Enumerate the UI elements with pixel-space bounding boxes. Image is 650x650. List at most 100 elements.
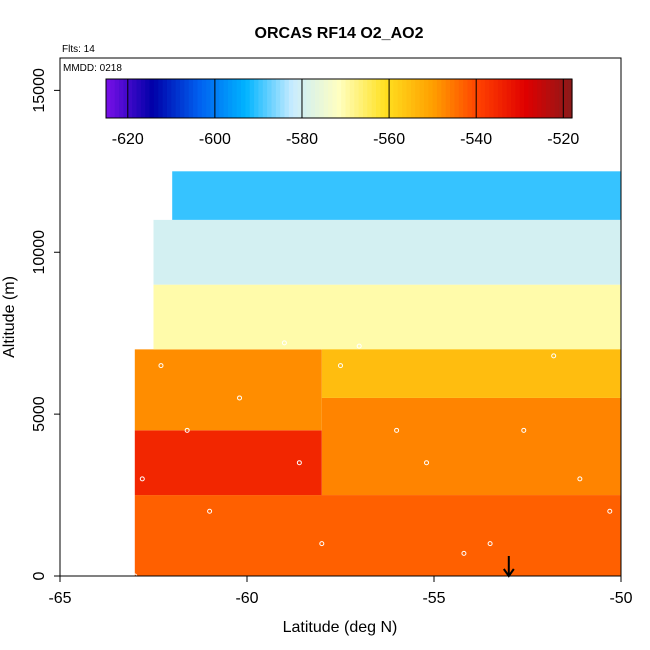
colorbar-cell <box>537 79 543 118</box>
colorbar-cell <box>245 79 251 118</box>
colorbar-cell <box>380 79 386 118</box>
y-tick-label: 0 <box>31 571 48 580</box>
colorbar-cell <box>271 79 277 118</box>
colorbar-cell <box>506 79 512 118</box>
colorbar-cell <box>328 79 334 118</box>
colorbar-cell <box>149 79 155 118</box>
colorbar-cell <box>450 79 456 118</box>
colorbar-cell <box>132 79 138 118</box>
colorbar-cell <box>184 79 190 118</box>
colorbar-cell <box>345 79 351 118</box>
colorbar-cell <box>354 79 360 118</box>
field-region-4 <box>321 342 621 398</box>
colorbar-cell <box>397 79 403 118</box>
colorbar-cell <box>441 79 447 118</box>
field-region-5 <box>153 284 621 350</box>
colorbar-cell <box>497 79 503 118</box>
x-tick-label: -50 <box>609 590 632 607</box>
colorbar-cell <box>262 79 268 118</box>
colorbar-tick-label: -520 <box>547 131 579 148</box>
colorbar-cell <box>502 79 508 118</box>
track-point <box>296 460 302 466</box>
y-tick-label: 10000 <box>31 230 48 275</box>
colorbar-cell <box>166 79 172 118</box>
track-point <box>521 427 527 433</box>
colorbar-cell <box>223 79 229 118</box>
arrow-head <box>502 568 515 578</box>
colorbar-cell <box>463 79 469 118</box>
colorbar-tick-label: -560 <box>373 131 405 148</box>
colorbar-cell <box>145 79 151 118</box>
track-point <box>577 476 583 482</box>
colorbar-cell <box>188 79 194 118</box>
colorbar-cell <box>158 79 164 118</box>
colorbar-cell <box>550 79 556 118</box>
colorbar-cell <box>371 79 377 118</box>
colorbar-cell <box>180 79 185 118</box>
colorbar-cell <box>471 79 477 118</box>
colorbar-cell <box>393 79 399 118</box>
colorbar-cell <box>310 79 316 118</box>
y-axis: 0 5000 10000 15000 <box>31 68 60 580</box>
colorbar-cell <box>419 79 425 118</box>
colorbar-cell <box>493 79 499 118</box>
track-point <box>461 550 467 556</box>
colorbar-cell <box>153 79 159 118</box>
colorbar-cell <box>315 79 321 118</box>
colorbar-cell <box>524 79 530 118</box>
track-point <box>319 541 325 547</box>
colorbar-cell <box>563 79 569 118</box>
track-point <box>338 363 343 369</box>
track-point <box>551 353 557 359</box>
colorbar-cell <box>480 79 486 118</box>
colorbar-cell <box>336 79 342 118</box>
track-point <box>281 340 287 346</box>
colorbar-cell <box>415 79 421 118</box>
colorbar-tick-label: -580 <box>286 131 318 148</box>
field-region-1 <box>134 430 322 496</box>
colorbar-cell <box>484 79 490 118</box>
colorbar-cell <box>332 79 338 118</box>
colorbar-cell <box>201 79 207 118</box>
x-axis: -65 -60 -55 -50 <box>48 576 633 607</box>
colorbar-cell <box>432 79 438 118</box>
colorbar-cell <box>288 79 294 118</box>
colorbar-cell <box>515 79 521 118</box>
colorbar-cell <box>140 79 146 118</box>
colorbar-cell <box>362 79 368 118</box>
colorbar-cell <box>258 79 264 118</box>
colorbar-cell <box>110 79 116 118</box>
colorbar-cell <box>467 79 473 118</box>
field-region-3 <box>134 349 322 431</box>
track-point <box>207 508 213 514</box>
x-tick-label: -55 <box>422 590 445 607</box>
colorbar-cell <box>306 79 312 118</box>
colorbar-cell <box>275 79 281 118</box>
colorbar-cell <box>206 79 212 118</box>
x-tick-label: -60 <box>235 590 258 607</box>
colorbar-cell <box>367 79 373 118</box>
colorbar-cell <box>511 79 516 118</box>
y-axis-label: Altitude (m) <box>1 276 18 358</box>
colorbar-cell <box>532 79 538 118</box>
colorbar-cell <box>349 79 355 118</box>
x-axis-label: Latitude (deg N) <box>283 619 398 636</box>
colorbar-cell <box>519 79 525 118</box>
track-point <box>424 460 430 466</box>
colorbar-cell <box>249 79 255 118</box>
track-point <box>158 363 164 369</box>
chart-title: ORCAS RF14 O2_AO2 <box>255 25 424 42</box>
colorbar-cell <box>319 79 325 118</box>
colorbar-cell <box>136 79 142 118</box>
colorbar-cell <box>458 79 464 118</box>
track-point <box>607 508 613 514</box>
colorbar-cell <box>123 79 129 118</box>
colorbar-cell <box>567 79 573 118</box>
colorbar-cell <box>554 79 560 118</box>
field-region-7 <box>172 171 621 220</box>
flight-track <box>132 340 613 576</box>
y-tick-label: 5000 <box>31 396 48 432</box>
colorbar-cell <box>341 79 347 118</box>
track-point <box>356 343 362 349</box>
colorbar-tick-label: -600 <box>199 131 231 148</box>
